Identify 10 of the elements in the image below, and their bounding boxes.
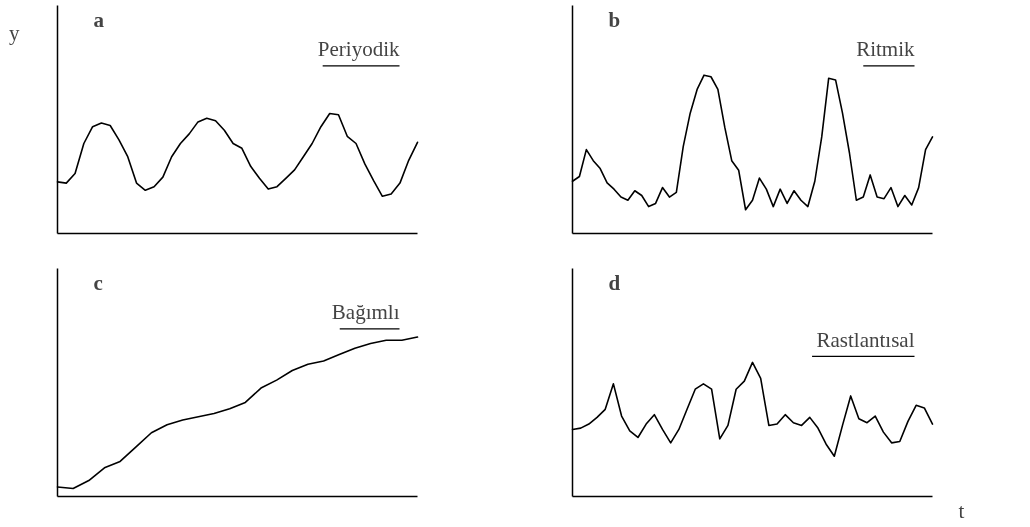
chart-subtitle: Periyodik	[317, 37, 400, 62]
chart-subtitle: Ritmik	[856, 37, 915, 62]
chart-title: b	[608, 7, 621, 32]
chart-subtitle: Bağımlı	[331, 300, 400, 325]
chart-title: c	[93, 270, 103, 295]
chart-title: d	[608, 270, 621, 295]
chart-subtitle: Rastlantısal	[816, 327, 915, 352]
chart-title: a	[93, 7, 105, 32]
x-axis-title: t	[958, 498, 965, 523]
y-axis-title: y	[9, 21, 21, 46]
